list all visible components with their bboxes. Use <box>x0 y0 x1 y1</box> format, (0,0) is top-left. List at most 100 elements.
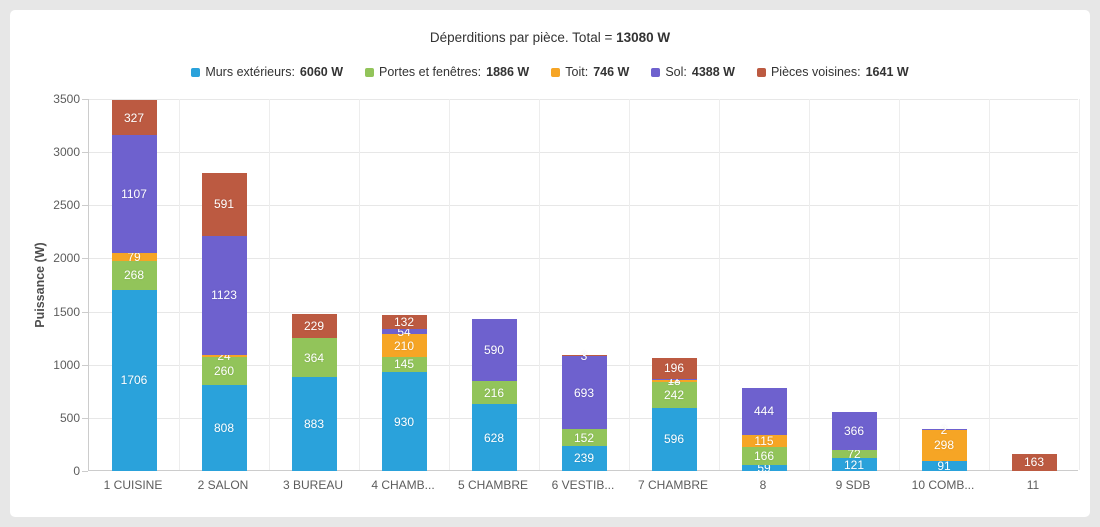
x-axis-label: 5 CHAMBRE <box>457 478 528 492</box>
bar-segment[interactable] <box>651 358 697 379</box>
bar-segment[interactable] <box>381 328 427 335</box>
x-axis-label: 9 SDB <box>835 478 871 492</box>
bar-segment[interactable] <box>831 450 877 459</box>
legend-value: 6060 W <box>299 65 344 79</box>
x-axis-label: 11 <box>1026 478 1040 492</box>
plot-area: 1706 268 79 1107 327 808 260 24 1123 591 883 364 229… <box>88 99 1080 475</box>
bar-segment[interactable] <box>471 318 517 382</box>
gridline-vertical <box>269 99 270 470</box>
legend-label: Pièces voisines: <box>770 65 861 79</box>
y-axis-tick <box>82 471 88 472</box>
bar-segment[interactable] <box>921 429 967 462</box>
gridline-vertical <box>449 99 450 470</box>
y-axis-tick <box>82 258 88 260</box>
legend-label: Toit: <box>565 65 589 79</box>
bar-segment[interactable] <box>291 314 337 339</box>
bar-segment[interactable] <box>831 458 877 471</box>
gridline-horizontal <box>89 99 1078 100</box>
bar-segment[interactable] <box>651 381 697 408</box>
bar-segment[interactable] <box>381 314 427 329</box>
bar-segment[interactable] <box>201 235 247 355</box>
legend-label: Murs extérieurs: <box>205 65 295 79</box>
gridline-vertical <box>719 99 720 470</box>
legend-item[interactable]: Portes et fenêtres: 1886 W <box>365 65 529 79</box>
legend: Murs extérieurs: 6060 W Portes et fenêtre… <box>10 65 1090 79</box>
y-tick-label: 2000 <box>53 251 80 266</box>
y-axis-tick <box>82 205 88 207</box>
bar-segment[interactable] <box>381 334 427 357</box>
bar-segment[interactable] <box>1011 453 1057 471</box>
y-tick-label: 3000 <box>53 145 80 160</box>
x-axis-label: 6 VESTIB... <box>551 478 615 492</box>
bar-segment[interactable] <box>921 461 967 471</box>
bar-segment[interactable] <box>471 381 517 405</box>
legend-item[interactable]: Toit: 746 W <box>551 65 629 79</box>
bar-segment[interactable] <box>291 338 337 378</box>
y-tick-label: 3500 <box>53 92 80 106</box>
chart-card: Déperditions par pièce. Total = 13080 W … <box>10 10 1090 517</box>
legend-color-swatch-icon <box>551 67 561 77</box>
gridline-vertical <box>899 99 900 470</box>
y-axis-tick <box>82 152 88 154</box>
x-axis-label: 7 CHAMBRE <box>637 478 708 492</box>
bar-segment[interactable] <box>741 447 787 465</box>
gridline-vertical <box>989 99 990 470</box>
bar-segment[interactable] <box>741 434 787 448</box>
bar-segment[interactable] <box>561 355 607 430</box>
legend-color-swatch-icon <box>365 67 375 77</box>
x-axis-label: 8 <box>759 478 767 492</box>
gridline-horizontal <box>89 152 1078 154</box>
legend-item[interactable]: Sol: 4388 W <box>651 65 735 79</box>
gridline-vertical <box>1079 99 1080 470</box>
bar-segment[interactable] <box>651 380 697 382</box>
bar-segment[interactable] <box>111 100 157 136</box>
y-axis-tick <box>82 311 88 313</box>
y-tick-label: 1000 <box>53 357 80 372</box>
bar-segment[interactable] <box>561 355 607 356</box>
gridline-vertical <box>359 99 360 470</box>
bar-segment[interactable] <box>741 387 787 435</box>
y-tick-label: 500 <box>59 410 80 425</box>
gridline-horizontal <box>89 258 1078 260</box>
bar-segment[interactable] <box>741 464 787 471</box>
x-axis-label: 1 CUISINE <box>103 478 163 492</box>
bar-segment[interactable] <box>921 429 967 430</box>
bar-segment[interactable] <box>561 429 607 446</box>
bar-segment[interactable] <box>111 261 157 290</box>
bar-segment[interactable] <box>651 378 697 380</box>
legend-value: 746 W <box>593 65 630 79</box>
gridline-horizontal <box>89 311 1078 313</box>
legend-value: 4388 W <box>691 65 735 79</box>
legend-value: 1886 W <box>486 65 530 79</box>
gridline-vertical <box>629 99 630 470</box>
bar-segment[interactable] <box>201 385 247 471</box>
chart-title: Déperditions par pièce. Total = 13080 W <box>10 30 1090 45</box>
legend-item[interactable]: Pièces voisines: 1641 W <box>756 65 909 79</box>
bar-segment[interactable] <box>201 357 247 386</box>
bar-segment[interactable] <box>831 411 877 451</box>
gridline-horizontal <box>89 205 1078 207</box>
legend-value: 1641 W <box>865 65 909 79</box>
bar-segment[interactable] <box>471 404 517 471</box>
bar-segment[interactable] <box>381 372 427 471</box>
x-axis-label: 3 BUREAU <box>282 478 344 492</box>
bar-segment[interactable] <box>201 172 247 236</box>
bar-segment[interactable] <box>111 289 157 471</box>
bar-segment[interactable] <box>651 407 697 471</box>
bar-segment[interactable] <box>111 252 157 262</box>
bar-segment[interactable] <box>291 377 337 471</box>
bar-segment[interactable] <box>111 135 157 253</box>
y-tick-label: 1500 <box>53 304 80 319</box>
y-tick-label: 2500 <box>53 198 80 213</box>
legend-color-swatch-icon <box>191 67 201 77</box>
bar-segment[interactable] <box>381 356 427 373</box>
y-axis-tick <box>82 99 88 100</box>
x-axis-label: 10 COMB... <box>911 478 975 492</box>
gridline-vertical <box>809 99 810 470</box>
bar-segment[interactable] <box>561 445 607 471</box>
legend-color-swatch-icon <box>651 67 661 77</box>
legend-label: Portes et fenêtres: <box>379 65 482 79</box>
bar-segment[interactable] <box>201 354 247 358</box>
legend-item[interactable]: Murs extérieurs: 6060 W <box>191 65 343 79</box>
y-axis-tick <box>82 417 88 419</box>
